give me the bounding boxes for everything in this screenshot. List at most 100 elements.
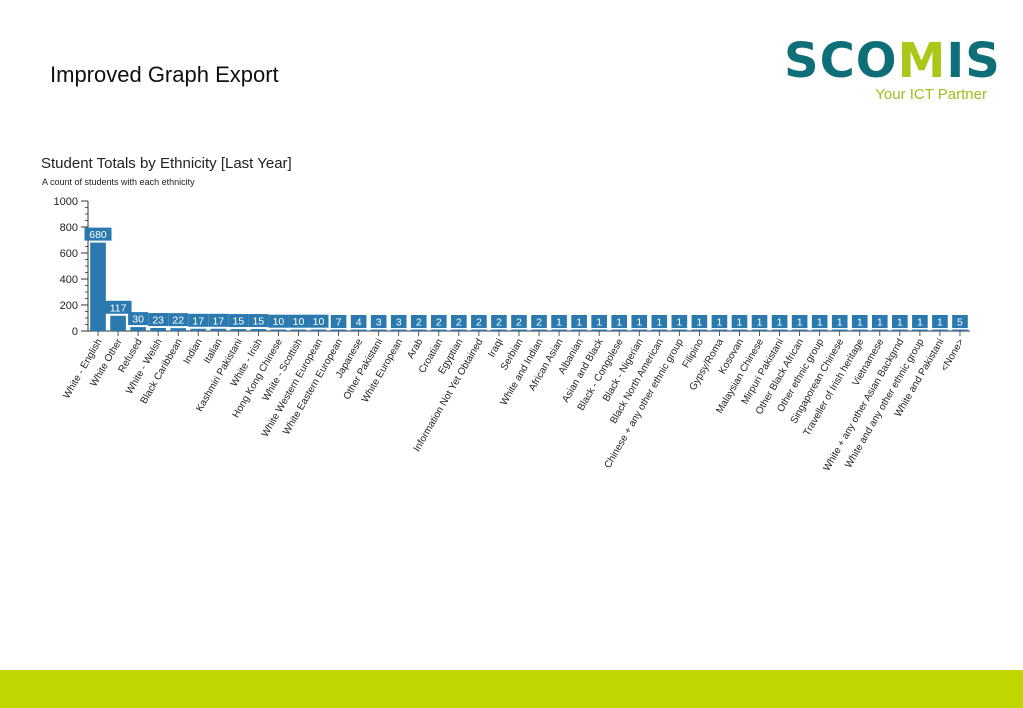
bar: [751, 329, 768, 331]
x-tick-label: Iraqi: [486, 337, 505, 359]
bar: [210, 328, 227, 331]
data-label-box: [390, 315, 407, 328]
y-tick-label: 0: [72, 326, 78, 338]
bar: [390, 329, 407, 331]
data-label: 1: [696, 317, 702, 329]
data-label-box: [651, 315, 668, 328]
bar: [831, 329, 848, 331]
bar: [771, 329, 788, 331]
data-label: 3: [396, 317, 402, 329]
data-label: 15: [253, 316, 265, 328]
data-label: 4: [356, 317, 362, 329]
x-tick-label: Indian: [182, 337, 205, 366]
data-label-box: [268, 314, 289, 328]
data-label: 2: [496, 317, 502, 329]
data-label: 2: [456, 317, 462, 329]
bar: [571, 329, 587, 331]
bar: [651, 329, 668, 331]
y-tick-label: 400: [60, 274, 78, 286]
data-label: 1: [556, 317, 562, 329]
data-label-box: [751, 315, 768, 328]
y-tick-label: 1000: [54, 196, 78, 208]
bar: [711, 329, 728, 331]
data-label-box: [731, 315, 748, 328]
bar: [310, 329, 327, 331]
x-tick-label: Arab: [405, 337, 425, 361]
data-label-box: [571, 315, 587, 328]
data-label: 2: [516, 317, 522, 329]
data-label: 10: [293, 316, 305, 328]
data-label: 1: [676, 317, 682, 329]
bar: [230, 329, 247, 331]
data-label: 23: [152, 315, 164, 327]
logo-word-part2: M: [897, 33, 947, 89]
footer-band: [0, 670, 1023, 708]
data-label-box: [611, 315, 628, 328]
data-label-box: [671, 315, 688, 328]
y-tick-label: 600: [60, 248, 78, 260]
bar: [290, 329, 307, 331]
bar: [330, 329, 347, 331]
data-label: 1: [857, 317, 863, 329]
data-label: 1: [616, 317, 622, 329]
data-label-box: [350, 315, 367, 328]
data-label: 1: [596, 317, 602, 329]
data-label-box: [330, 315, 347, 328]
bar: [932, 329, 948, 331]
data-label-box: [228, 314, 249, 328]
data-label-box: [932, 315, 948, 328]
bar: [631, 329, 648, 331]
bar: [511, 329, 527, 331]
bar: [611, 329, 628, 331]
bar: [811, 329, 828, 331]
bar: [531, 329, 547, 331]
y-tick-label: 200: [60, 300, 78, 312]
bar: [90, 242, 106, 331]
bar: [591, 329, 607, 331]
data-label-box: [248, 314, 269, 328]
data-label: 2: [416, 317, 422, 329]
bar: [731, 329, 748, 331]
data-label: 10: [313, 316, 325, 328]
data-label-box: [308, 314, 329, 328]
data-label: 2: [536, 317, 542, 329]
chart-subtitle: A count of students with each ethnicity: [42, 177, 195, 187]
data-label: 17: [192, 315, 204, 327]
data-label-box: [430, 315, 447, 328]
data-label-box: [952, 315, 968, 328]
data-label-box: [691, 315, 708, 328]
logo-wordmark: SCOMIS: [784, 32, 1001, 90]
bar: [691, 329, 708, 331]
bar: [671, 329, 688, 331]
bar: [892, 329, 908, 331]
bar: [190, 328, 207, 331]
bar: [871, 329, 888, 331]
data-label-box: [912, 315, 928, 328]
data-label-box: [188, 313, 209, 327]
bar: [150, 328, 166, 331]
data-label-box: [288, 314, 309, 328]
data-label-box: [531, 315, 547, 328]
data-label-box: [410, 315, 427, 328]
data-label: 17: [212, 315, 224, 327]
data-label: 1: [777, 317, 783, 329]
data-label: 1: [737, 317, 743, 329]
data-label: 1: [797, 317, 803, 329]
data-label: 1: [817, 317, 823, 329]
data-label-box: [511, 315, 527, 328]
data-label-box: [84, 227, 112, 241]
data-label-box: [551, 315, 567, 328]
bar: [551, 329, 567, 331]
data-label-box: [871, 315, 888, 328]
data-label: 2: [436, 317, 442, 329]
bar: [130, 327, 146, 331]
data-label-box: [128, 312, 149, 326]
data-label: 2: [476, 317, 482, 329]
scomis-logo: SCOMIS Your ICT Partner: [780, 32, 1000, 112]
data-label-box: [491, 315, 507, 328]
data-label: 1: [937, 317, 943, 329]
data-label: 1: [636, 317, 642, 329]
data-label-box: [831, 315, 848, 328]
data-label: 1: [576, 317, 582, 329]
data-label-box: [631, 315, 648, 328]
